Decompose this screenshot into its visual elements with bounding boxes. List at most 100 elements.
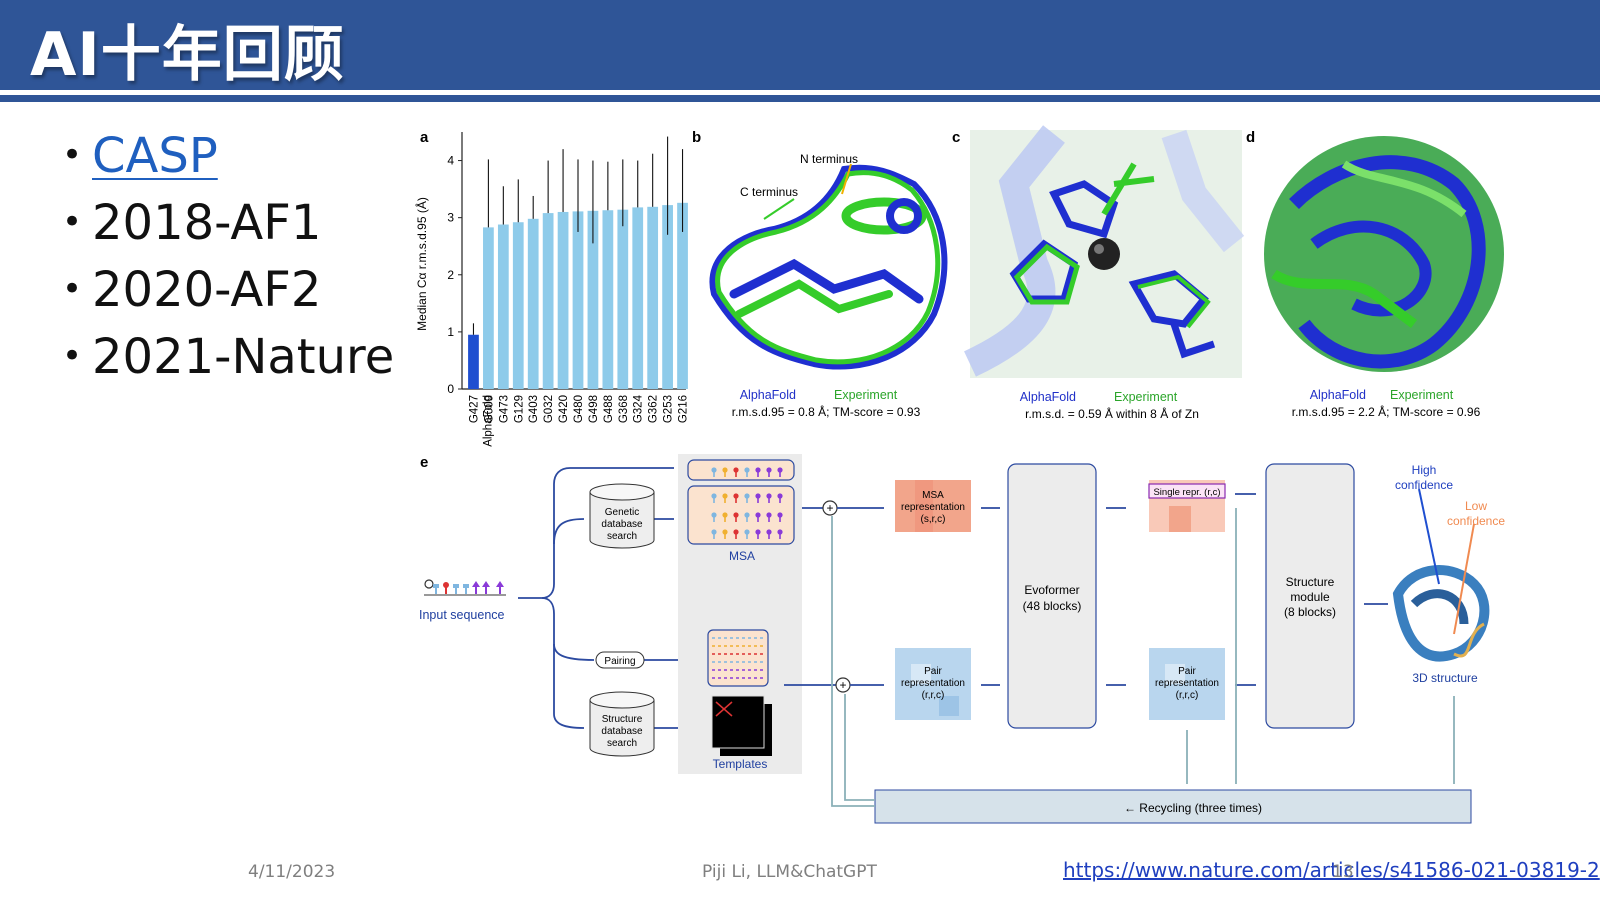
recycle-line-msa <box>831 516 875 807</box>
beta-sheet-blue <box>729 258 924 304</box>
backbone-shadow <box>1161 129 1245 253</box>
msa-repr-line1: MSA <box>922 490 944 501</box>
residue-glyph-head <box>766 512 772 518</box>
panel-label-b: b <box>692 129 701 146</box>
evoformer-line2: (48 blocks) <box>1023 599 1082 613</box>
bar <box>647 206 659 389</box>
genetic-db-line3: search <box>607 531 637 542</box>
pair-repr-line1: Pair <box>924 666 942 677</box>
bullet-item: • CASP <box>62 128 218 184</box>
pair-repr2-line1: Pair <box>1178 666 1196 677</box>
chart-ylabel: Median Cα r.m.s.d.95 (Å) <box>414 197 429 331</box>
genetic-db-icon <box>589 483 655 549</box>
title-bar-underline <box>0 95 1600 102</box>
flow-line-genetic <box>553 518 585 545</box>
bar <box>587 210 599 389</box>
structure-3d-label: 3D structure <box>1412 671 1478 685</box>
msa-glyphs <box>711 467 783 539</box>
bar <box>632 207 644 389</box>
residue-glyph-head <box>766 493 772 499</box>
pair-repr-cell <box>1165 664 1185 684</box>
residue-glyph-head <box>766 467 772 473</box>
residue-glyph-head <box>744 512 750 518</box>
residue-glyph-head <box>755 529 761 535</box>
title-bar <box>0 0 1600 90</box>
pair-repr2-line2: representation <box>1155 678 1219 689</box>
single-repr-shade <box>1169 506 1191 532</box>
panel-c-structure: c AlphaFold Experiment r.m.s.d. = 0.59 Å… <box>952 125 1245 421</box>
residue-glyph-head <box>711 467 717 473</box>
flow-line-msa-direct <box>518 467 674 599</box>
footer-date: 4/11/2023 <box>248 862 336 882</box>
evoformer-block <box>1007 463 1097 729</box>
bar <box>542 213 554 389</box>
x-tick-label: G253 <box>663 395 675 423</box>
page-number: 13 <box>1332 862 1354 882</box>
x-tick-label: G362 <box>648 395 660 423</box>
bullet-item: • 2018-AF1 <box>62 195 322 251</box>
structure-module-line1: Structure <box>1286 575 1335 589</box>
residue-glyph-head <box>777 493 783 499</box>
genetic-db-line2: database <box>601 519 643 530</box>
sidechain-blue <box>1049 180 1119 239</box>
bar <box>497 224 509 389</box>
structure-module-line3: (8 blocks) <box>1284 605 1336 619</box>
adder-symbol: + <box>826 501 833 515</box>
legend-experiment: Experiment <box>1390 388 1454 402</box>
single-repr-row <box>1148 483 1226 499</box>
residue-glyph-head <box>722 493 728 499</box>
residue-glyph-head <box>744 493 750 499</box>
legend-alphafold: AlphaFold <box>1310 388 1366 402</box>
flow-line-pairing <box>553 643 595 661</box>
pairing-pill <box>595 651 645 669</box>
structure-db-line2: database <box>601 726 643 737</box>
pair-grid-lines <box>712 637 764 679</box>
alphafold-ribbon <box>709 164 948 370</box>
residue-glyph-head <box>733 493 739 499</box>
sidechain-green <box>1101 162 1155 216</box>
pair-repr-line3: (r,r,c) <box>922 690 945 701</box>
x-tick-label: G427 <box>468 395 480 423</box>
structure-db-line3: search <box>607 738 637 749</box>
protein-chain-green <box>1271 269 1417 328</box>
pair-repr-cell <box>939 696 959 716</box>
bar <box>602 210 614 389</box>
recycling-bar <box>874 789 1472 824</box>
zinc-highlight <box>1094 244 1104 254</box>
msa-repr-line3: (s,r,c) <box>921 514 946 525</box>
bar <box>662 205 673 389</box>
high-confidence-arrow <box>1418 488 1440 585</box>
footer-author: Piji Li, LLM&ChatGPT <box>702 862 877 882</box>
pair-representation-block-2 <box>1149 648 1225 720</box>
sidechain-blue <box>1128 270 1216 359</box>
residue-glyph-head <box>733 512 739 518</box>
article-link[interactable]: https://www.nature.com/articles/s41586-0… <box>1063 858 1600 882</box>
low-confidence-line1: Low <box>1465 499 1487 513</box>
panel-d-metric: r.m.s.d.95 = 2.2 Å; TM-score = 0.96 <box>1292 404 1481 419</box>
bar <box>617 209 629 389</box>
y-tick-label: 1 <box>447 325 454 339</box>
structure-db-line1: Structure <box>602 714 643 725</box>
bar <box>557 211 569 389</box>
flow-line-structure <box>541 597 585 729</box>
pair-repr-line2: representation <box>901 678 965 689</box>
residue-glyph-head <box>711 529 717 535</box>
x-tick-label: G473 <box>498 395 510 423</box>
msa-label: MSA <box>729 549 755 563</box>
bullet-list: • CASP • 2018-AF1 • 2020-AF2 • 2021-Nature <box>62 122 394 390</box>
msa-repr-line2: representation <box>901 502 965 513</box>
helix-blue <box>886 198 922 234</box>
panel-b-metric: r.m.s.d.95 = 0.8 Å; TM-score = 0.93 <box>732 404 921 419</box>
low-confidence-arrow <box>1453 523 1475 635</box>
bar <box>468 334 479 389</box>
residue-glyph-head <box>777 467 783 473</box>
beta-sheet-green <box>735 279 893 318</box>
y-tick-label: 4 <box>447 154 454 168</box>
c-terminus-pointer <box>763 198 795 220</box>
casp-link[interactable]: CASP <box>92 128 218 184</box>
x-tick-label: G498 <box>588 395 600 423</box>
bullet-text: 2020-AF2 <box>92 262 322 318</box>
legend-alphafold: AlphaFold <box>1020 390 1076 404</box>
alphafold-figure: a Median Cα r.m.s.d.95 (Å) 0 1 2 3 4 G427 G009… <box>414 125 1505 824</box>
